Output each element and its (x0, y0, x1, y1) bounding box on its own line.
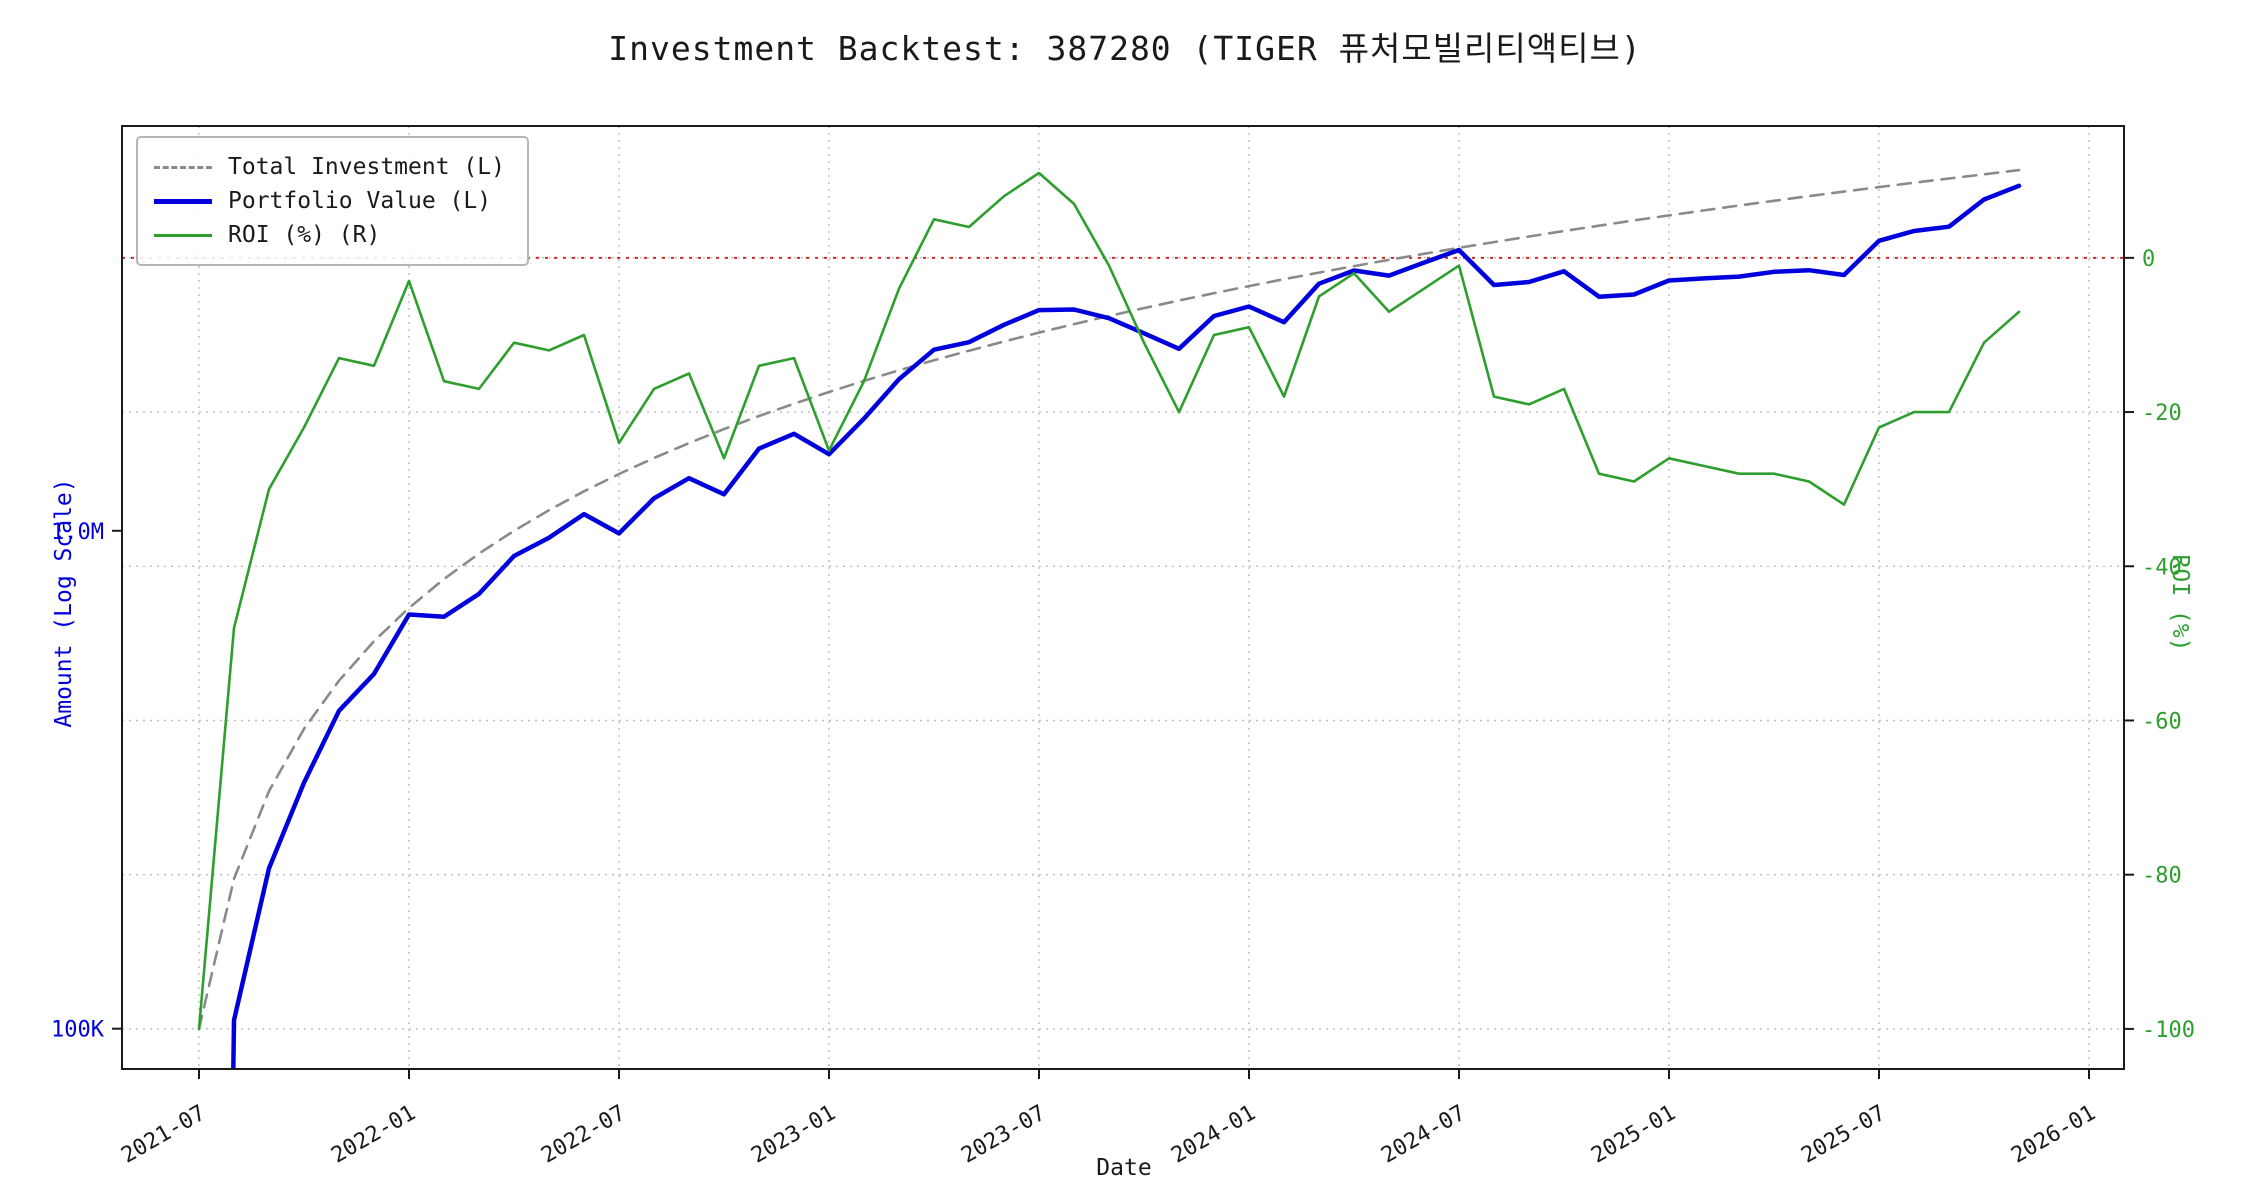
legend-item-total-investment: Total Investment (L) (154, 150, 505, 184)
portfolio-value-line (231, 183, 2022, 1069)
right-tick-label: -100 (2142, 1018, 2195, 1043)
right-axis-label: ROI (%) (2167, 554, 2193, 652)
right-tick-label: -40 (2142, 555, 2182, 580)
legend: Total Investment (L) Portfolio Value (L)… (136, 136, 529, 266)
legend-item-portfolio-value: Portfolio Value (L) (154, 184, 505, 218)
right-tick-label: -80 (2142, 864, 2182, 889)
roi-line (197, 171, 2021, 1031)
chart-title: Investment Backtest: 387280 (TIGER 퓨처모빌리… (608, 29, 1642, 68)
right-tick-label: -60 (2142, 709, 2182, 734)
legend-label: ROI (%) (R) (228, 222, 381, 248)
legend-label: Portfolio Value (L) (228, 188, 492, 214)
right-tick-label: -20 (2142, 401, 2182, 426)
left-tick-label: 1.0M (51, 520, 104, 545)
legend-label: Total Investment (L) (228, 154, 505, 180)
left-axis-label: Amount (Log Scale) (51, 478, 77, 728)
legend-item-roi: ROI (%) (R) (154, 218, 505, 252)
green-line-swatch (154, 233, 212, 237)
left-tick-label: 100K (51, 1018, 105, 1043)
right-tick-label: 0 (2142, 247, 2155, 272)
dashed-line-swatch (154, 165, 212, 169)
x-axis-label: Date (1096, 1155, 1152, 1181)
plot-border (121, 125, 2125, 1070)
blue-line-swatch (154, 198, 212, 204)
